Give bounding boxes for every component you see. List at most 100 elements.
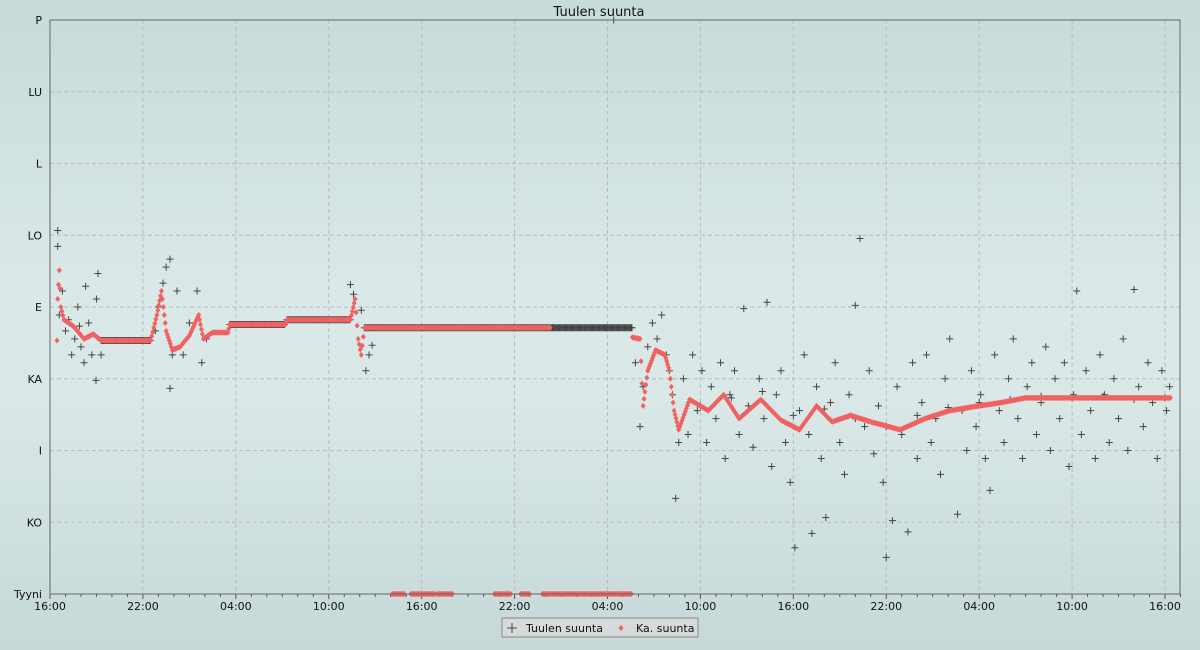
data-point-plus	[831, 359, 839, 367]
data-point-diamond	[668, 383, 674, 390]
data-point-plus	[1153, 454, 1161, 462]
data-point-plus	[904, 528, 912, 536]
data-point-diamond	[354, 322, 360, 329]
legend-label-ka-suunta: Ka. suunta	[636, 622, 694, 635]
x-tick-label: 16:00	[777, 600, 809, 613]
data-point-plus	[74, 303, 82, 311]
data-point-plus	[88, 351, 96, 359]
x-tick-label: 10:00	[685, 600, 717, 613]
data-point-plus	[1065, 462, 1073, 470]
data-point-plus	[636, 423, 644, 431]
data-point-plus	[981, 454, 989, 462]
data-point-plus	[927, 439, 935, 447]
data-point-plus	[808, 529, 816, 537]
data-point-diamond	[161, 311, 167, 318]
grid-lines	[50, 20, 1180, 594]
data-point-diamond	[57, 285, 63, 292]
data-point-diamond	[640, 402, 646, 409]
data-point-plus	[703, 439, 711, 447]
series-ka-suunta	[54, 267, 1173, 597]
data-point-diamond	[358, 351, 364, 358]
data-point-plus	[936, 470, 944, 478]
data-point-plus	[967, 367, 975, 375]
data-point-plus	[92, 295, 100, 303]
data-point-plus	[54, 242, 62, 250]
data-point-diamond	[1167, 394, 1173, 401]
y-tick-label: L	[36, 158, 43, 171]
data-point-plus	[631, 359, 639, 367]
data-point-plus	[1019, 454, 1027, 462]
data-point-plus	[918, 399, 926, 407]
data-point-plus	[730, 367, 738, 375]
data-point-diamond	[155, 307, 161, 314]
data-point-diamond	[55, 296, 61, 303]
data-point-plus	[1130, 285, 1138, 293]
series-tuulen-suunta	[54, 16, 1174, 561]
data-point-plus	[1073, 287, 1081, 295]
data-point-plus	[162, 263, 170, 271]
data-point-plus	[870, 450, 878, 458]
data-point-plus	[763, 298, 771, 306]
data-point-plus	[813, 383, 821, 391]
data-point-plus	[851, 301, 859, 309]
data-point-plus	[827, 399, 834, 407]
data-point-diamond	[666, 367, 672, 374]
data-point-plus	[875, 402, 883, 410]
data-point-plus	[1091, 454, 1099, 462]
data-point-plus	[92, 376, 100, 384]
y-tick-label: Tyyni	[13, 588, 42, 601]
data-point-plus	[758, 388, 766, 396]
data-point-plus	[159, 279, 167, 287]
data-point-plus	[85, 319, 93, 327]
data-point-plus	[1032, 431, 1040, 439]
data-point-plus	[888, 517, 896, 525]
data-point-plus	[1096, 351, 1104, 359]
y-tick-label: I	[39, 445, 42, 458]
data-point-plus	[735, 431, 743, 439]
data-point-plus	[179, 351, 187, 359]
data-point-diamond	[199, 331, 205, 338]
data-point-diamond	[148, 337, 154, 344]
data-point-plus	[1087, 407, 1095, 415]
data-point-plus	[1046, 447, 1054, 454]
data-point-diamond	[159, 288, 164, 295]
data-point-plus	[1135, 383, 1143, 391]
legend-diamond-icon	[618, 625, 624, 631]
data-point-plus	[658, 311, 666, 319]
x-tick-label: 10:00	[1056, 600, 1088, 613]
data-point-plus	[357, 306, 365, 314]
data-point-plus	[198, 359, 206, 367]
data-point-diamond	[644, 374, 650, 381]
data-point-plus	[61, 327, 69, 335]
data-point-plus	[1144, 359, 1152, 367]
data-point-plus	[54, 226, 62, 234]
x-tick-label: 22:00	[127, 600, 159, 613]
data-point-diamond	[58, 304, 64, 310]
data-point-diamond	[348, 312, 354, 319]
data-point-plus	[684, 431, 692, 439]
data-point-diamond	[150, 328, 156, 335]
data-point-plus	[75, 322, 83, 330]
legend: Tuulen suunta Ka. suunta	[501, 617, 699, 638]
data-point-plus	[628, 324, 636, 332]
data-point-diamond	[639, 380, 645, 387]
x-tick-label: 16:00	[406, 600, 438, 613]
data-point-plus	[717, 359, 725, 367]
data-point-plus	[1042, 343, 1050, 351]
data-point-diamond	[643, 381, 649, 388]
y-tick-label: LO	[28, 229, 43, 242]
data-point-diamond	[226, 325, 232, 332]
data-point-plus	[679, 375, 687, 383]
data-point-diamond	[642, 388, 648, 395]
data-point-plus	[698, 367, 706, 375]
data-point-diamond	[637, 335, 643, 342]
y-tick-label: KO	[27, 516, 43, 529]
data-point-plus	[721, 454, 729, 462]
legend-plus-icon	[507, 623, 517, 633]
x-tick-label: 16:00	[34, 600, 66, 613]
data-point-diamond	[351, 300, 357, 307]
data-point-diamond	[360, 333, 366, 340]
data-point-plus	[986, 486, 994, 494]
data-point-diamond	[196, 311, 202, 318]
data-point-plus	[365, 351, 373, 359]
